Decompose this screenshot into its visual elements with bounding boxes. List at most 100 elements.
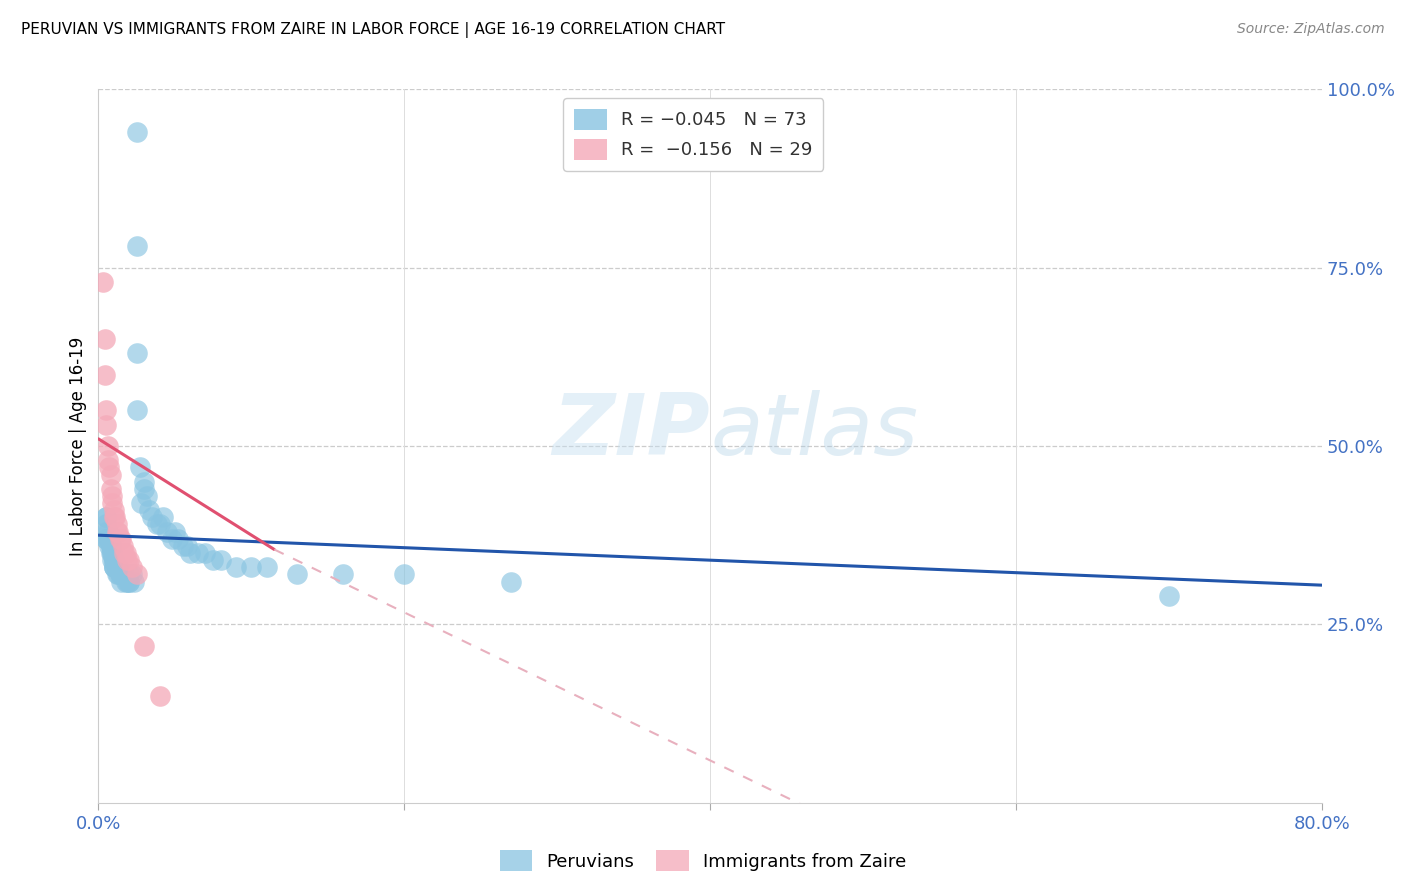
Point xyxy=(149,517,172,532)
Point xyxy=(110,567,132,582)
Point xyxy=(103,553,125,567)
Point xyxy=(149,689,172,703)
Point xyxy=(152,510,174,524)
Point xyxy=(105,560,128,574)
Point xyxy=(121,560,143,574)
Point xyxy=(104,510,127,524)
Point xyxy=(118,553,141,567)
Point xyxy=(172,539,194,553)
Point xyxy=(112,546,135,560)
Point xyxy=(100,467,122,482)
Point xyxy=(118,567,141,582)
Point xyxy=(103,503,125,517)
Point xyxy=(94,517,117,532)
Point xyxy=(115,574,138,589)
Point xyxy=(225,560,247,574)
Point xyxy=(176,539,198,553)
Point xyxy=(332,567,354,582)
Point xyxy=(103,510,125,524)
Point xyxy=(117,553,139,567)
Point xyxy=(91,275,114,289)
Point xyxy=(125,567,148,582)
Point xyxy=(187,546,209,560)
Point xyxy=(105,517,128,532)
Point xyxy=(501,574,523,589)
Point xyxy=(108,532,131,546)
Point xyxy=(93,332,115,346)
Point xyxy=(94,510,117,524)
Point xyxy=(101,546,124,560)
Point xyxy=(125,239,148,253)
Point xyxy=(103,560,125,574)
Point xyxy=(240,560,263,574)
Point xyxy=(285,567,308,582)
Point xyxy=(141,510,163,524)
Point xyxy=(101,553,124,567)
Point xyxy=(94,532,117,546)
Point xyxy=(97,524,120,539)
Text: PERUVIAN VS IMMIGRANTS FROM ZAIRE IN LABOR FORCE | AGE 16-19 CORRELATION CHART: PERUVIAN VS IMMIGRANTS FROM ZAIRE IN LAB… xyxy=(21,22,725,38)
Text: ZIP: ZIP xyxy=(553,390,710,474)
Point xyxy=(118,574,141,589)
Point xyxy=(103,553,125,567)
Point xyxy=(121,567,143,582)
Point xyxy=(107,524,129,539)
Point xyxy=(98,539,121,553)
Point xyxy=(1157,589,1180,603)
Point xyxy=(256,560,278,574)
Point xyxy=(156,524,179,539)
Point xyxy=(107,567,129,582)
Point xyxy=(167,532,190,546)
Text: atlas: atlas xyxy=(710,390,918,474)
Point xyxy=(98,460,121,475)
Legend: Peruvians, Immigrants from Zaire: Peruvians, Immigrants from Zaire xyxy=(492,843,914,879)
Point xyxy=(97,453,120,467)
Point xyxy=(179,546,201,560)
Point xyxy=(129,496,152,510)
Legend: R = −0.045   N = 73, R =  −0.156   N = 29: R = −0.045 N = 73, R = −0.156 N = 29 xyxy=(564,98,824,170)
Y-axis label: In Labor Force | Age 16-19: In Labor Force | Age 16-19 xyxy=(69,336,87,556)
Point xyxy=(93,368,115,382)
Point xyxy=(209,553,232,567)
Point xyxy=(125,403,148,417)
Point xyxy=(105,567,128,582)
Point xyxy=(94,417,117,432)
Point xyxy=(108,567,131,582)
Point xyxy=(118,574,141,589)
Point xyxy=(117,574,139,589)
Point xyxy=(94,524,117,539)
Point xyxy=(101,489,124,503)
Point xyxy=(100,482,122,496)
Point xyxy=(112,567,135,582)
Point xyxy=(136,489,159,503)
Point xyxy=(138,503,160,517)
Point xyxy=(94,532,117,546)
Point xyxy=(103,560,125,574)
Point xyxy=(134,475,156,489)
Text: Source: ZipAtlas.com: Source: ZipAtlas.com xyxy=(1237,22,1385,37)
Point xyxy=(100,546,122,560)
Point xyxy=(194,546,217,560)
Point xyxy=(392,567,416,582)
Point xyxy=(115,546,138,560)
Point xyxy=(111,539,134,553)
Point xyxy=(125,346,148,360)
Point xyxy=(100,539,122,553)
Point xyxy=(145,517,167,532)
Point xyxy=(101,546,124,560)
Point xyxy=(111,567,134,582)
Point xyxy=(94,510,117,524)
Point xyxy=(128,460,150,475)
Point xyxy=(160,532,183,546)
Point xyxy=(134,639,156,653)
Point xyxy=(107,560,129,574)
Point xyxy=(98,532,121,546)
Point xyxy=(125,125,148,139)
Point xyxy=(163,524,186,539)
Point xyxy=(122,574,145,589)
Point xyxy=(94,403,117,417)
Point xyxy=(97,439,120,453)
Point xyxy=(110,532,132,546)
Point xyxy=(134,482,156,496)
Point xyxy=(100,539,122,553)
